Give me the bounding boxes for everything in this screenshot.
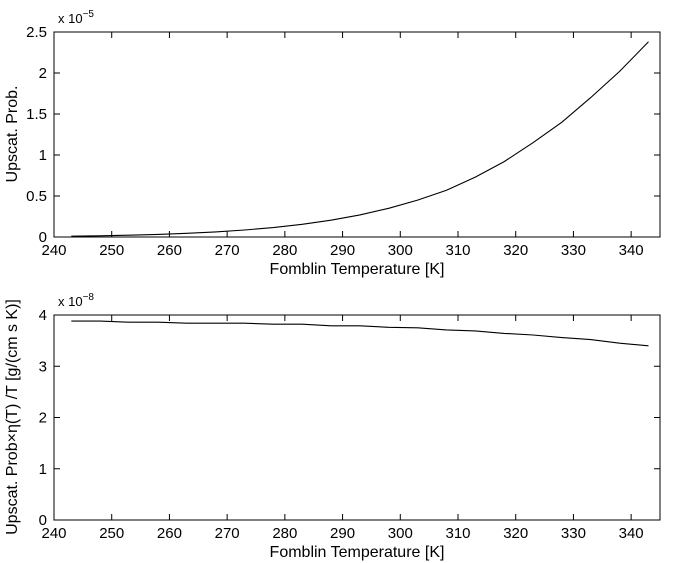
y-tick-label: 0.5 [26, 188, 47, 205]
y-multiplier-label: x 10−5 [58, 9, 94, 26]
y-tick-label: 1 [39, 147, 47, 164]
y-multiplier-label: x 10−8 [58, 292, 94, 309]
tick-marks [53, 31, 660, 238]
y-tick-label: 0 [39, 229, 47, 246]
y-axis-label: Upscat. Prob×η(T) /T [g/(cm s K)] [4, 299, 21, 535]
series-line [71, 41, 649, 237]
y-tick-label: 4 [39, 307, 47, 324]
x-tick-label: 330 [561, 525, 586, 542]
y-tick-label: 2 [39, 65, 47, 82]
x-tick-label: 310 [445, 525, 470, 542]
x-tick-label: 240 [41, 525, 66, 542]
x-tick-label: 260 [157, 242, 182, 259]
x-tick-label: 300 [388, 525, 413, 542]
x-tick-label: 340 [619, 242, 644, 259]
x-tick-label: 270 [215, 525, 240, 542]
x-tick-label: 240 [41, 242, 66, 259]
y-tick-labels: 0 0.5 1 1.5 2 2.5 [26, 24, 47, 246]
x-tick-label: 250 [99, 525, 124, 542]
tick-marks [53, 314, 660, 521]
x-axis-label: Fomblin Temperature [K] [270, 544, 445, 561]
x-tick-labels: 240 250 260 270 280 290 300 310 320 330 340 [41, 242, 643, 259]
series-line [71, 320, 649, 347]
x-tick-label: 320 [503, 525, 528, 542]
x-tick-label: 290 [330, 525, 355, 542]
y-axis-label: Upscat. Prob. [4, 86, 21, 183]
y-tick-label: 0 [39, 512, 47, 529]
y-tick-labels: 0 1 2 3 4 [39, 307, 47, 529]
x-tick-label: 270 [215, 242, 240, 259]
x-tick-label: 290 [330, 242, 355, 259]
x-tick-label: 260 [157, 525, 182, 542]
x-tick-label: 280 [272, 242, 297, 259]
x-tick-label: 310 [445, 242, 470, 259]
x-tick-label: 340 [619, 525, 644, 542]
x-axis-label: Fomblin Temperature [K] [270, 261, 445, 278]
y-tick-label: 1 [39, 461, 47, 478]
x-tick-label: 330 [561, 242, 586, 259]
x-tick-label: 250 [99, 242, 124, 259]
y-tick-label: 2.5 [26, 24, 47, 41]
x-tick-labels: 240 250 260 270 280 290 300 310 320 330 340 [41, 525, 643, 542]
plot-frame [53, 314, 661, 521]
y-tick-label: 3 [39, 358, 47, 375]
plot-frame [53, 31, 661, 238]
upscatter-probability-panel: 240 250 260 270 280 290 300 310 320 330 340 0 0.5 1 1… [4, 9, 661, 278]
upscatter-viscosity-panel: 240 250 260 270 280 290 300 310 320 330 340 01234 … [4, 292, 661, 561]
y-tick-label: 2 [39, 410, 47, 427]
x-tick-label: 280 [272, 525, 297, 542]
x-tick-label: 300 [388, 242, 413, 259]
x-tick-label: 320 [503, 242, 528, 259]
y-tick-label: 1.5 [26, 106, 47, 123]
